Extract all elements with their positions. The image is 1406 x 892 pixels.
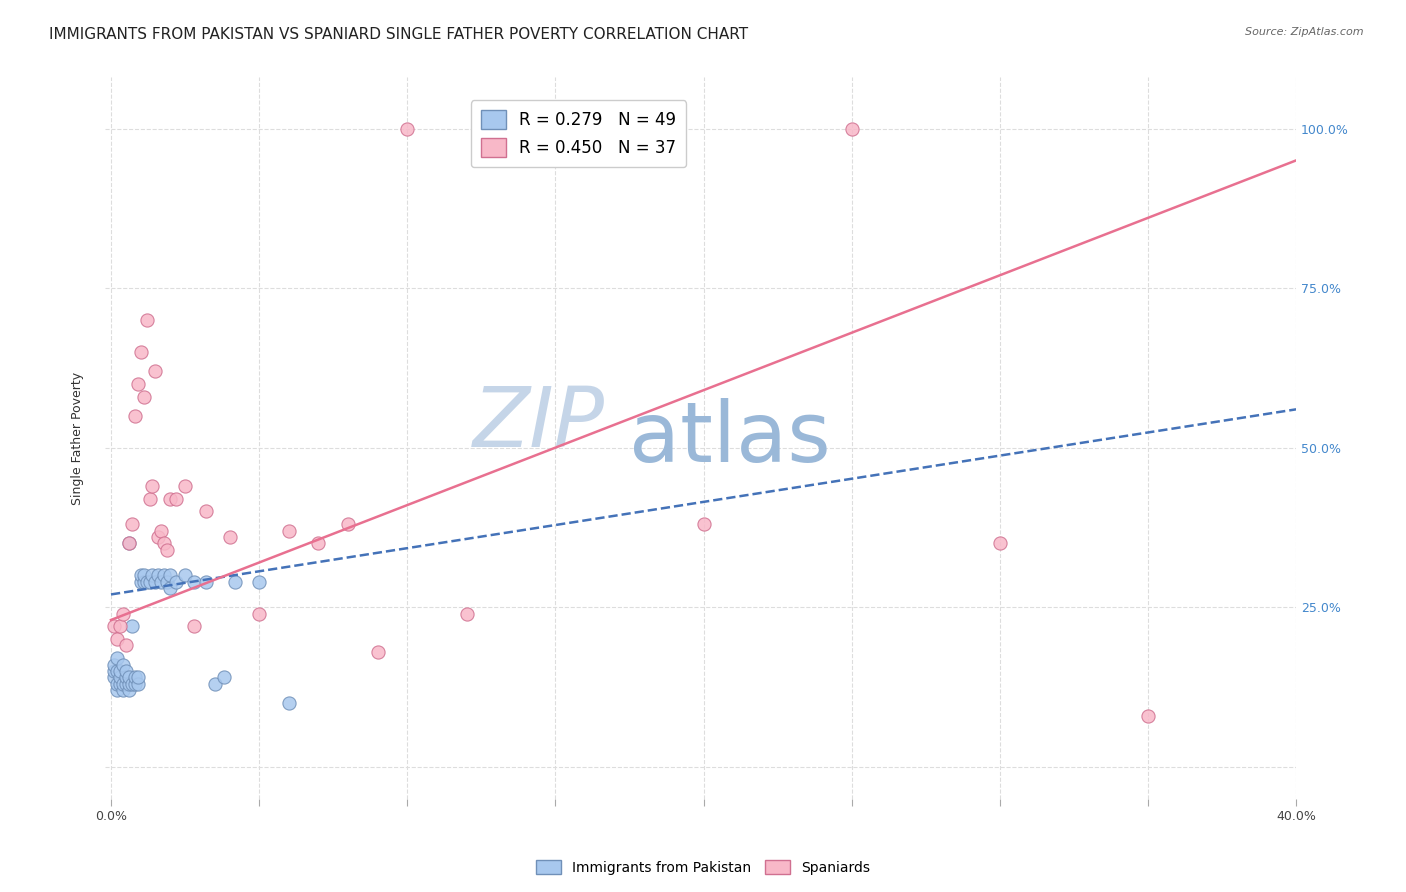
Point [103, 670, 125, 684]
Point [121, 619, 143, 633]
Point [148, 530, 170, 544]
Point [118, 683, 141, 698]
Point [153, 568, 176, 582]
Point [1136, 708, 1159, 723]
Point [103, 619, 125, 633]
Point [114, 670, 136, 684]
Point [247, 574, 270, 589]
Point [124, 409, 146, 423]
Point [544, 121, 567, 136]
Point [111, 677, 134, 691]
Point [148, 568, 170, 582]
Point [204, 677, 226, 691]
Point [396, 121, 419, 136]
Point [114, 639, 136, 653]
Point [138, 574, 160, 589]
Point [159, 491, 181, 506]
Point [988, 536, 1011, 550]
Point [132, 390, 155, 404]
Point [224, 574, 246, 589]
Point [165, 491, 187, 506]
Point [124, 677, 146, 691]
Point [367, 645, 389, 659]
Point [118, 670, 141, 684]
Y-axis label: Single Father Poverty: Single Father Poverty [72, 371, 84, 505]
Point [121, 517, 143, 532]
Point [150, 574, 173, 589]
Point [277, 524, 299, 538]
Point [218, 530, 240, 544]
Text: ZIP: ZIP [474, 384, 606, 464]
Point [103, 657, 125, 672]
Point [105, 632, 128, 646]
Point [135, 574, 157, 589]
Point [108, 677, 131, 691]
Point [105, 683, 128, 698]
Point [111, 657, 134, 672]
Point [127, 677, 149, 691]
Point [150, 524, 173, 538]
Point [108, 670, 131, 684]
Point [138, 491, 160, 506]
Point [127, 376, 149, 391]
Point [127, 670, 149, 684]
Point [129, 568, 152, 582]
Point [174, 479, 197, 493]
Point [165, 574, 187, 589]
Point [118, 536, 141, 550]
Point [111, 607, 134, 621]
Point [159, 568, 181, 582]
Point [105, 651, 128, 665]
Point [135, 313, 157, 327]
Point [337, 517, 360, 532]
Point [194, 504, 217, 518]
Point [105, 677, 128, 691]
Point [132, 568, 155, 582]
Text: IMMIGRANTS FROM PAKISTAN VS SPANIARD SINGLE FATHER POVERTY CORRELATION CHART: IMMIGRANTS FROM PAKISTAN VS SPANIARD SIN… [49, 27, 748, 42]
Point [183, 619, 205, 633]
Legend: R = 0.279   N = 49, R = 0.450   N = 37: R = 0.279 N = 49, R = 0.450 N = 37 [471, 100, 686, 167]
Point [145, 364, 167, 378]
Point [159, 581, 181, 595]
Point [114, 677, 136, 691]
Point [194, 574, 217, 589]
Point [103, 664, 125, 678]
Point [156, 574, 179, 589]
Point [129, 574, 152, 589]
Point [183, 574, 205, 589]
Point [141, 568, 163, 582]
Point [108, 619, 131, 633]
Legend: Immigrants from Pakistan, Spaniards: Immigrants from Pakistan, Spaniards [530, 855, 876, 880]
Point [145, 574, 167, 589]
Point [141, 479, 163, 493]
Text: atlas: atlas [628, 398, 831, 478]
Point [174, 568, 197, 582]
Point [247, 607, 270, 621]
Text: Source: ZipAtlas.com: Source: ZipAtlas.com [1246, 27, 1364, 37]
Point [156, 542, 179, 557]
Point [692, 517, 714, 532]
Point [456, 607, 478, 621]
Point [307, 536, 329, 550]
Point [153, 536, 176, 550]
Point [111, 683, 134, 698]
Point [114, 664, 136, 678]
Point [105, 664, 128, 678]
Point [212, 670, 235, 684]
Point [277, 696, 299, 710]
Point [118, 536, 141, 550]
Point [108, 664, 131, 678]
Point [124, 670, 146, 684]
Point [121, 677, 143, 691]
Point [118, 677, 141, 691]
Point [129, 344, 152, 359]
Point [841, 121, 863, 136]
Point [132, 574, 155, 589]
